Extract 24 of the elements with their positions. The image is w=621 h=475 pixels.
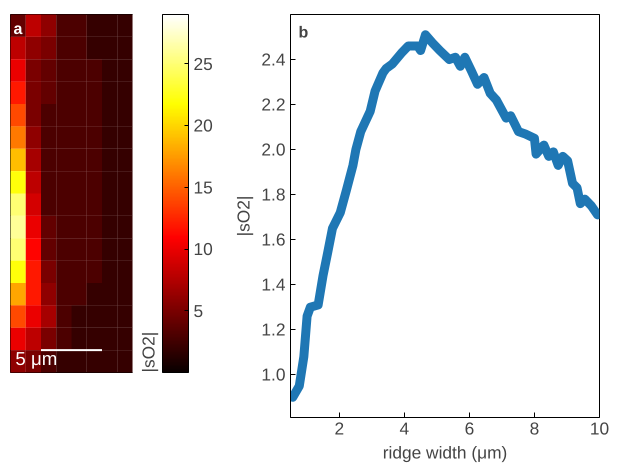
x-tick-label: 4: [400, 418, 410, 438]
y-tick-label: 1.6: [261, 230, 286, 250]
color-bar-label: 5: [194, 300, 204, 321]
color-bar-label: 10: [194, 239, 213, 260]
y-tick-label: 2.0: [261, 140, 286, 160]
y-tick-label: 1.8: [261, 184, 286, 205]
color-bar-title: |sO2|: [138, 332, 158, 372]
x-tick-label: 8: [530, 418, 540, 438]
x-tick-label: 2: [334, 418, 344, 438]
y-tick-label: 2.4: [261, 50, 286, 70]
annotation: b: [298, 24, 308, 42]
x-tick-label: 10: [590, 418, 610, 438]
y-tick-label: 1.2: [261, 320, 286, 340]
annotation: a: [14, 21, 23, 38]
y-tick-label: 1.0: [261, 364, 286, 385]
annotation: 5 μm: [15, 348, 58, 370]
color-bar-label: 20: [194, 116, 213, 136]
color-bar-label: 25: [194, 54, 213, 74]
y-axis-title: |sO2|: [233, 196, 254, 236]
color-bar-label: 15: [194, 177, 213, 198]
y-tick-label: 2.2: [261, 94, 286, 115]
x-axis-title: ridge width (μm): [382, 442, 508, 462]
y-tick-label: 1.4: [261, 274, 286, 295]
x-tick-label: 6: [464, 418, 474, 438]
